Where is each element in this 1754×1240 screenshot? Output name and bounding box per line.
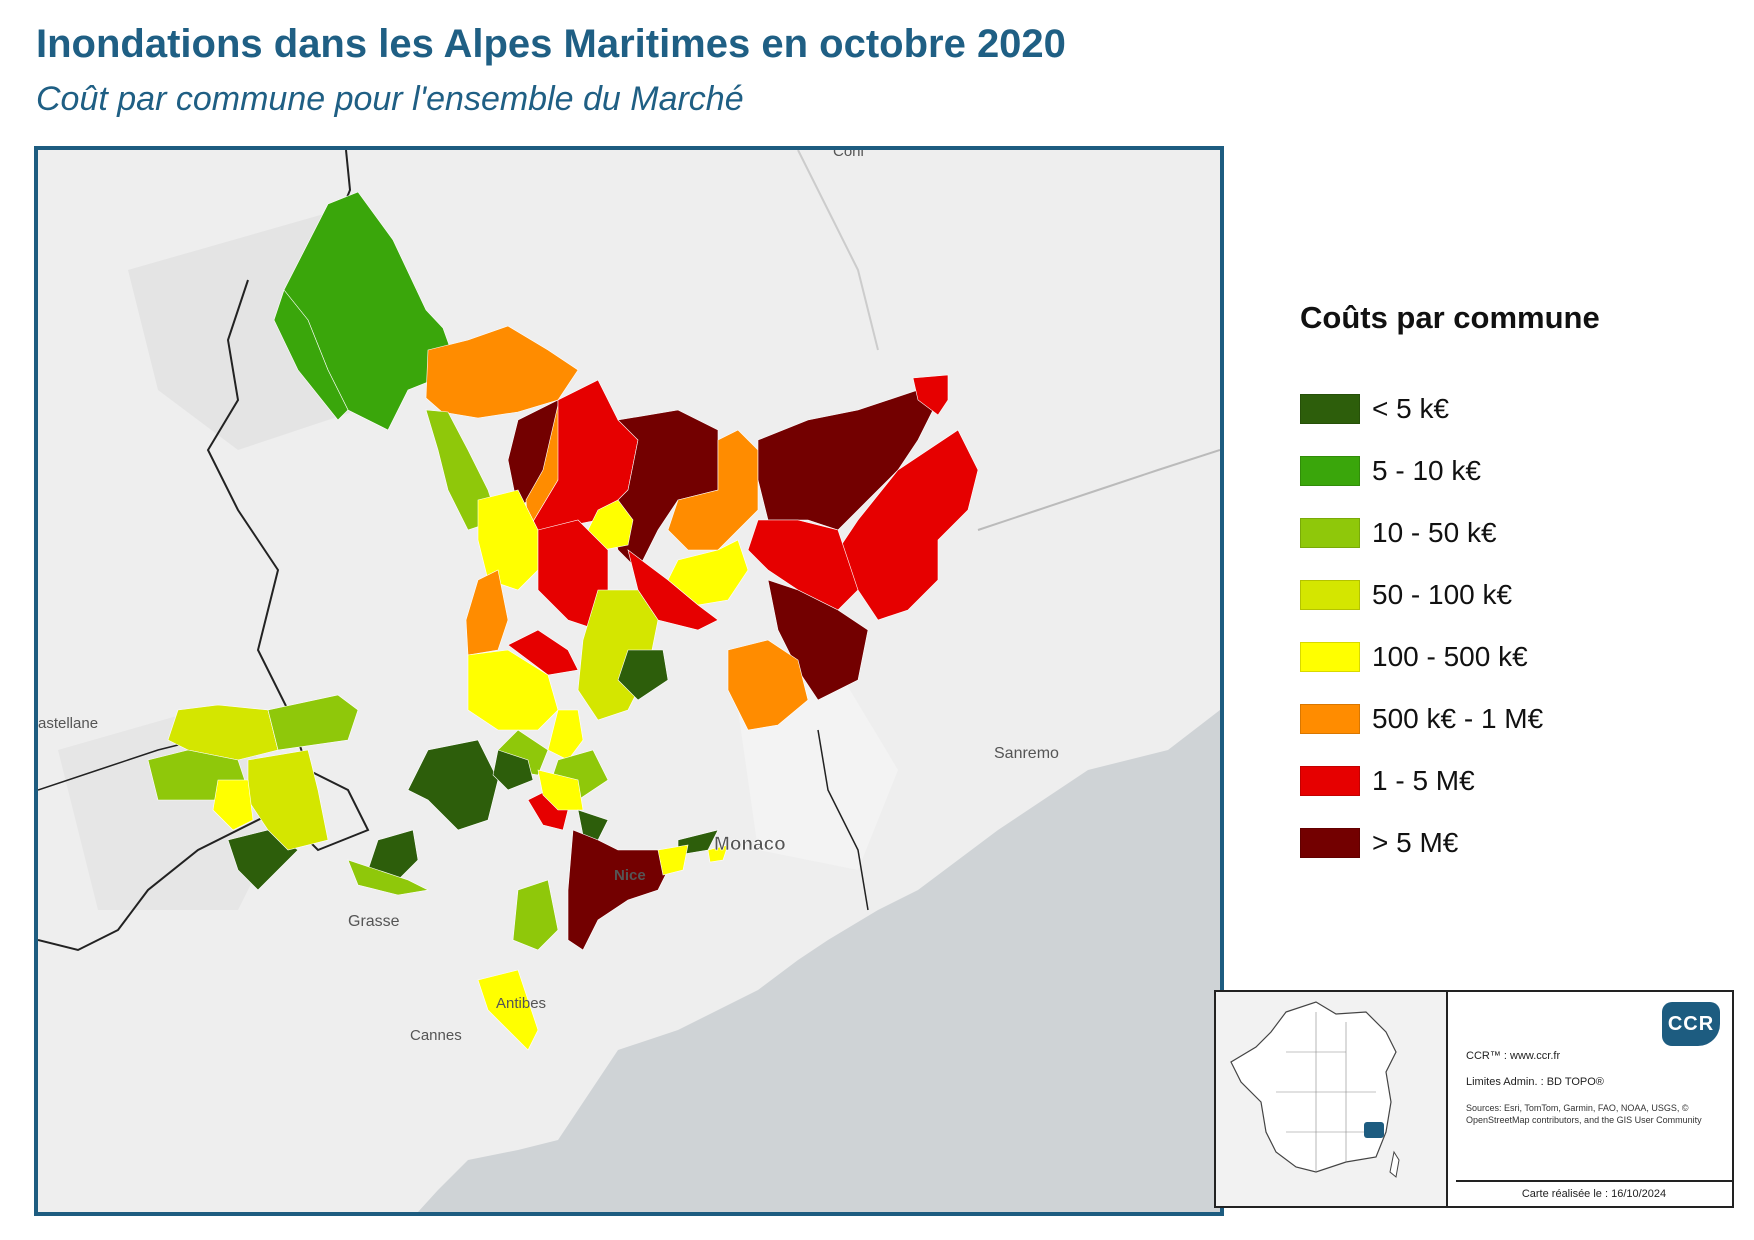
- commune: [507, 629, 579, 676]
- road: [797, 150, 879, 351]
- commune: [407, 739, 499, 831]
- commune: [212, 779, 254, 831]
- legend-label: 100 - 500 k€: [1372, 641, 1528, 672]
- map-title: Inondations dans les Alpes Maritimes en …: [36, 22, 1066, 66]
- legend-swatch: [1300, 394, 1360, 424]
- map-label-monaco: Monaco: [714, 834, 786, 855]
- legend-item: 10 - 50 k€: [1300, 502, 1700, 564]
- cartouche-site: CCR™ : www.ccr.fr: [1466, 1050, 1561, 1062]
- legend-item: 5 - 10 k€: [1300, 440, 1700, 502]
- legend-swatch: [1300, 766, 1360, 796]
- map-label-coni: Coni: [833, 150, 864, 160]
- map-cartouche: CCR CCR™ : www.ccr.fr Limites Admin. : B…: [1214, 990, 1734, 1208]
- map-label-grasse: Grasse: [348, 913, 400, 930]
- corsica-outline: [1389, 1150, 1400, 1178]
- legend-swatch: [1300, 580, 1360, 610]
- cartouche-date: Carte réalisée le : 16/10/2024: [1456, 1180, 1732, 1206]
- legend-item: > 5 M€: [1300, 812, 1700, 874]
- inset-departments: [1276, 1012, 1376, 1172]
- legend-label: < 5 k€: [1372, 393, 1450, 424]
- legend-label: 50 - 100 k€: [1372, 579, 1513, 610]
- commune: [547, 709, 584, 761]
- commune: [367, 829, 419, 881]
- commune: [537, 769, 584, 811]
- legend-swatch: [1300, 456, 1360, 486]
- cartouche-info: CCR CCR™ : www.ccr.fr Limites Admin. : B…: [1456, 992, 1732, 1206]
- map-canvas[interactable]: Coni astellane Sanremo Monaco Nice Grass…: [38, 150, 1220, 1212]
- country-border: [817, 729, 869, 911]
- legend-item: 1 - 5 M€: [1300, 750, 1700, 812]
- legend-label: > 5 M€: [1372, 827, 1459, 858]
- map-label-sanremo: Sanremo: [994, 745, 1059, 762]
- commune: [467, 649, 559, 731]
- commune: [477, 489, 539, 591]
- legend-item: < 5 k€: [1300, 378, 1700, 440]
- legend-item: 500 k€ - 1 M€: [1300, 688, 1700, 750]
- inset-location-marker: [1364, 1122, 1384, 1138]
- map-frame[interactable]: Coni astellane Sanremo Monaco Nice Grass…: [34, 146, 1224, 1216]
- commune: [567, 829, 669, 951]
- commune: [347, 859, 429, 896]
- commune: [657, 844, 689, 876]
- commune: [512, 879, 559, 951]
- commune: [617, 649, 669, 701]
- department-border: [38, 279, 370, 952]
- legend-label: 1 - 5 M€: [1372, 765, 1475, 796]
- commune: [607, 409, 719, 571]
- legend: Coûts par commune < 5 k€ 5 - 10 k€ 10 - 50…: [1300, 300, 1700, 874]
- map-subtitle: Coût par commune pour l'ensemble du Marc…: [36, 80, 744, 118]
- commune: [273, 289, 349, 421]
- legend-title: Coûts par commune: [1300, 300, 1600, 335]
- commune: [707, 844, 729, 863]
- commune: [167, 704, 279, 761]
- france-inset-svg: [1230, 1001, 1400, 1178]
- legend-label: 5 - 10 k€: [1372, 455, 1481, 486]
- commune: [465, 569, 509, 656]
- legend-swatch: [1300, 704, 1360, 734]
- cartouche-limits: Limites Admin. : BD TOPO®: [1466, 1076, 1604, 1088]
- cartouche-sources: Sources: Esri, TomTom, Garmin, FAO, NOAA…: [1466, 1103, 1702, 1125]
- commune: [492, 749, 534, 791]
- legend-item: 50 - 100 k€: [1300, 564, 1700, 626]
- map-label-nice: Nice: [614, 867, 646, 884]
- legend-swatch: [1300, 518, 1360, 548]
- legend-label: 10 - 50 k€: [1372, 517, 1497, 548]
- commune: [767, 579, 869, 701]
- road: [977, 449, 1220, 531]
- legend-item: 100 - 500 k€: [1300, 626, 1700, 688]
- france-outline: [1230, 1001, 1397, 1173]
- map-label-cannes: Cannes: [410, 1027, 462, 1044]
- commune: [667, 429, 759, 551]
- commune: [727, 639, 809, 731]
- map-label-castellane: astellane: [38, 715, 98, 732]
- commune: [477, 969, 539, 1051]
- map-label-antibes: Antibes: [496, 995, 546, 1012]
- sea: [418, 710, 1220, 1212]
- legend-swatch: [1300, 828, 1360, 858]
- commune: [912, 374, 949, 416]
- commune: [267, 694, 359, 751]
- legend-label: 500 k€ - 1 M€: [1372, 703, 1544, 734]
- inset-map-france: [1216, 992, 1448, 1206]
- communes: [147, 191, 979, 1051]
- legend-swatch: [1300, 642, 1360, 672]
- ccr-logo: CCR: [1662, 1002, 1720, 1046]
- legend-items: < 5 k€ 5 - 10 k€ 10 - 50 k€ 50 - 100 k€ 100 …: [1300, 378, 1700, 874]
